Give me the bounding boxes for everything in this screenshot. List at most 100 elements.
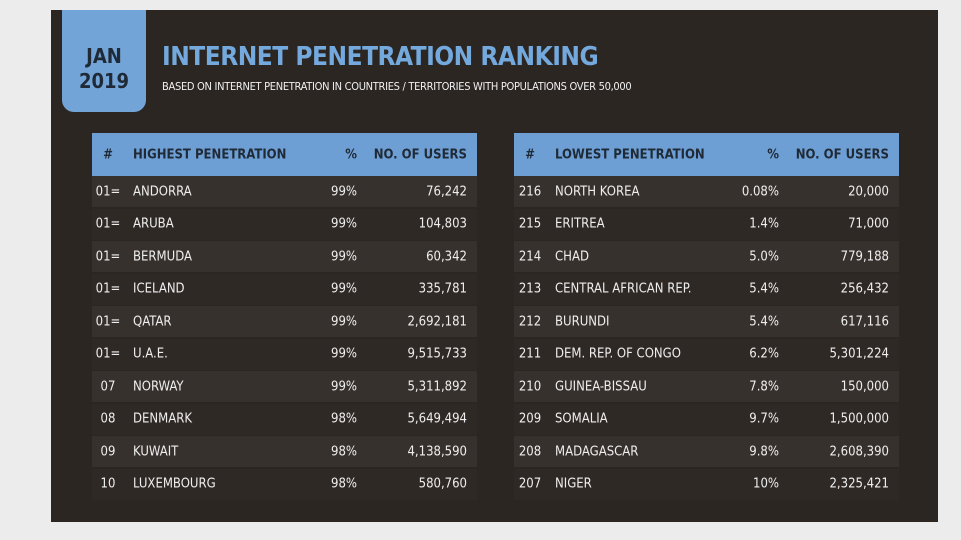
table-cell: 01= [95, 216, 121, 232]
table-row: 215 ERITREA 1.4% 71,000 [514, 208, 899, 240]
table: # HIGHEST PENETRATION% NO. OF USERS 01= ANDO… [92, 133, 477, 501]
table-cell: 76,242 [426, 184, 467, 199]
table-row: 214 CHAD 5.0% 779,188 [514, 241, 899, 272]
table-cell: 6.2% [749, 346, 779, 362]
table-row: 01= QATAR 99% 2,692,181 [92, 306, 477, 337]
table-cell: 779,188 [840, 249, 889, 264]
table-cell: U.A.E. [133, 346, 168, 362]
table-cell: 150,000 [840, 379, 889, 394]
table-cell: 209 [518, 411, 542, 427]
table-row: 207 NIGER 10% 2,325,421 [514, 468, 899, 500]
table-cell: 99% [331, 314, 357, 329]
column-header: NO. OF USERS [373, 147, 467, 162]
column-header: # [525, 147, 535, 162]
table-cell: 99% [331, 249, 357, 264]
table-cell: 5,301,224 [829, 346, 889, 362]
table-row: 08 DENMARK 98% 5,649,494 [92, 403, 477, 435]
table-cell: 1,500,000 [829, 411, 889, 427]
table-row: 210 GUINEA-BISSAU 7.8% 150,000 [514, 371, 899, 402]
table-cell: 01= [95, 249, 121, 264]
table-cell: 210 [518, 379, 542, 394]
table-cell: 98% [331, 411, 357, 427]
table-cell: DEM. REP. OF CONGO [555, 346, 681, 362]
table-row: 10 LUXEMBOURG 98% 580,760 [92, 468, 477, 500]
column-header: % [767, 147, 779, 162]
table-cell: 99% [331, 281, 357, 297]
table-cell: DENMARK [133, 411, 193, 427]
table-cell: 20,000 [848, 184, 889, 199]
month: JAN [86, 44, 122, 68]
table-cell: 9,515,733 [407, 346, 467, 362]
table-cell: GUINEA-BISSAU [555, 379, 647, 394]
table-cell: BURUNDI [555, 314, 610, 329]
subtitle: BASED ON INTERNET PENETRATION IN COUNTRI… [162, 80, 632, 93]
table-cell: 99% [331, 216, 357, 232]
table-cell: 01= [95, 346, 121, 362]
table-cell: 104,803 [418, 216, 467, 232]
table-cell: 01= [95, 184, 121, 199]
table-cell: 1.4% [749, 216, 779, 232]
table-cell: 5,311,892 [407, 379, 467, 394]
column-header: # [103, 147, 113, 162]
table-cell: ANDORRA [133, 184, 192, 199]
column-header: HIGHEST PENETRATION [133, 147, 287, 162]
table-cell: 99% [331, 379, 357, 394]
table-cell: 4,138,590 [407, 444, 467, 459]
table-cell: 212 [518, 314, 542, 329]
column-header: % [345, 147, 357, 162]
table-cell: 580,760 [418, 476, 467, 492]
table-cell: 9.8% [749, 444, 779, 459]
table-cell: 98% [331, 476, 357, 492]
table-cell: 213 [518, 281, 542, 297]
title: INTERNET PENETRATION RANKING [162, 42, 599, 72]
table-cell: 7.8% [749, 379, 779, 394]
table-cell: 5.4% [749, 314, 779, 329]
table-cell: ARUBA [133, 216, 174, 232]
date-badge: JAN 2019 [62, 10, 146, 112]
table-cell: QATAR [133, 314, 172, 329]
table-cell: 335,781 [418, 281, 467, 297]
table-cell: LUXEMBOURG [133, 476, 216, 492]
table-cell: 60,342 [426, 249, 467, 264]
table-cell: 71,000 [848, 216, 889, 232]
table-row: 01= ANDORRA 99% 76,242 [92, 176, 477, 207]
table-row: 07 NORWAY 99% 5,311,892 [92, 371, 477, 402]
table-cell: 2,608,390 [829, 444, 889, 459]
table-cell: 2,325,421 [829, 476, 889, 492]
table-cell: 99% [331, 346, 357, 362]
table-cell: 5.4% [749, 281, 779, 297]
table-cell: 216 [518, 184, 542, 199]
table-row: 208 MADAGASCAR 9.8% 2,608,390 [514, 436, 899, 467]
table-cell: 10% [753, 476, 779, 492]
table-cell: 617,116 [840, 314, 889, 329]
table-cell: 208 [518, 444, 542, 459]
header-row: # HIGHEST PENETRATION% NO. OF USERS [92, 133, 477, 176]
table-cell: ERITREA [555, 216, 605, 232]
table-row: 216 NORTH KOREA 0.08% 20,000 [514, 176, 899, 207]
table-cell: KUWAIT [133, 444, 179, 459]
table-row: 211 DEM. REP. OF CONGO 6.2% 5,301,224 [514, 338, 899, 370]
table-cell: 9.7% [749, 411, 779, 427]
year: 2019 [78, 69, 130, 93]
table-cell: 5,649,494 [407, 411, 467, 427]
table-cell: 211 [518, 346, 542, 362]
table-cell: 2,692,181 [407, 314, 467, 329]
table-cell: 214 [518, 249, 542, 264]
table-cell: NORTH KOREA [555, 184, 640, 199]
table-cell: 08 [100, 411, 116, 427]
column-header: LOWEST PENETRATION [555, 147, 705, 162]
table-cell: CENTRAL AFRICAN REP. [555, 281, 692, 297]
table-row: 01= ARUBA 99% 104,803 [92, 208, 477, 240]
table: # LOWEST PENETRATION% NO. OF USERS 216 NORTH… [514, 133, 899, 501]
table-cell: 207 [518, 476, 542, 492]
table-cell: 09 [100, 444, 116, 459]
table-cell: 5.0% [749, 249, 779, 264]
table-cell: 10 [100, 476, 116, 492]
table-row: 09 KUWAIT 98% 4,138,590 [92, 436, 477, 467]
table-cell: 98% [331, 444, 357, 459]
table-cell: BERMUDA [133, 249, 192, 264]
table-cell: 01= [95, 314, 121, 329]
table-cell: CHAD [555, 249, 589, 264]
table-cell: 07 [100, 379, 116, 394]
